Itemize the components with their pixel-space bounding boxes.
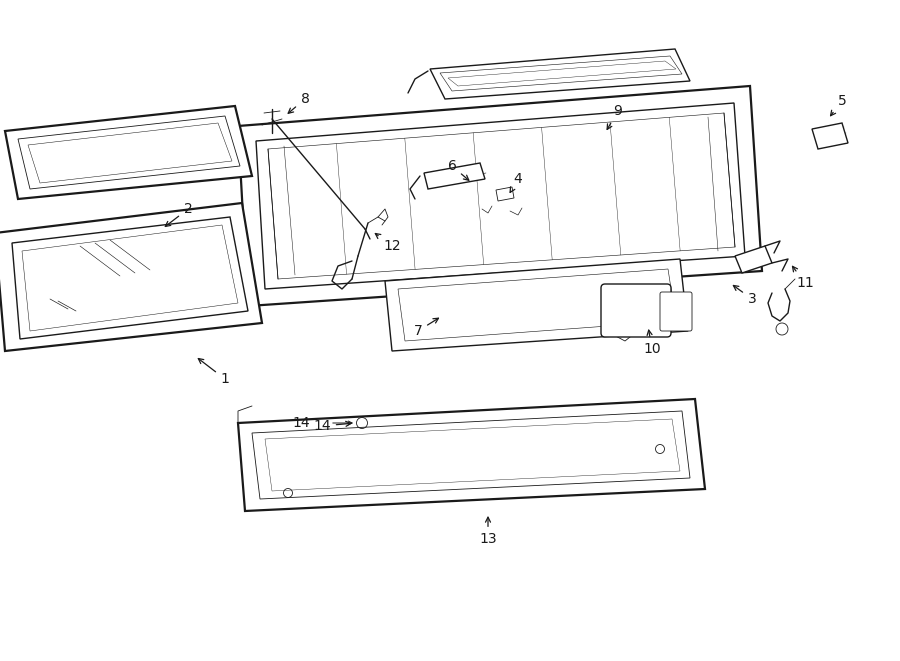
Polygon shape bbox=[238, 86, 762, 306]
Text: 9: 9 bbox=[608, 104, 623, 130]
Text: 1: 1 bbox=[198, 358, 230, 386]
Polygon shape bbox=[0, 203, 262, 351]
Polygon shape bbox=[424, 163, 485, 189]
Text: 8: 8 bbox=[288, 92, 310, 113]
Text: 14: 14 bbox=[313, 419, 351, 433]
Polygon shape bbox=[735, 246, 772, 273]
Polygon shape bbox=[812, 123, 848, 149]
Text: 13: 13 bbox=[479, 517, 497, 546]
Text: 14: 14 bbox=[292, 416, 310, 430]
Polygon shape bbox=[430, 49, 690, 99]
Polygon shape bbox=[238, 399, 705, 511]
FancyBboxPatch shape bbox=[660, 292, 692, 331]
Text: 7: 7 bbox=[414, 318, 438, 338]
Text: 11: 11 bbox=[793, 266, 814, 290]
Text: 4: 4 bbox=[510, 172, 522, 192]
Text: 5: 5 bbox=[831, 94, 846, 116]
Circle shape bbox=[776, 323, 788, 335]
Polygon shape bbox=[385, 259, 688, 351]
Text: 6: 6 bbox=[447, 159, 469, 180]
Text: 10: 10 bbox=[644, 330, 661, 356]
Text: 12: 12 bbox=[375, 233, 401, 253]
Polygon shape bbox=[496, 187, 514, 201]
Polygon shape bbox=[5, 106, 252, 199]
Text: 2: 2 bbox=[166, 202, 193, 227]
Text: 3: 3 bbox=[734, 286, 756, 306]
FancyBboxPatch shape bbox=[601, 284, 671, 337]
